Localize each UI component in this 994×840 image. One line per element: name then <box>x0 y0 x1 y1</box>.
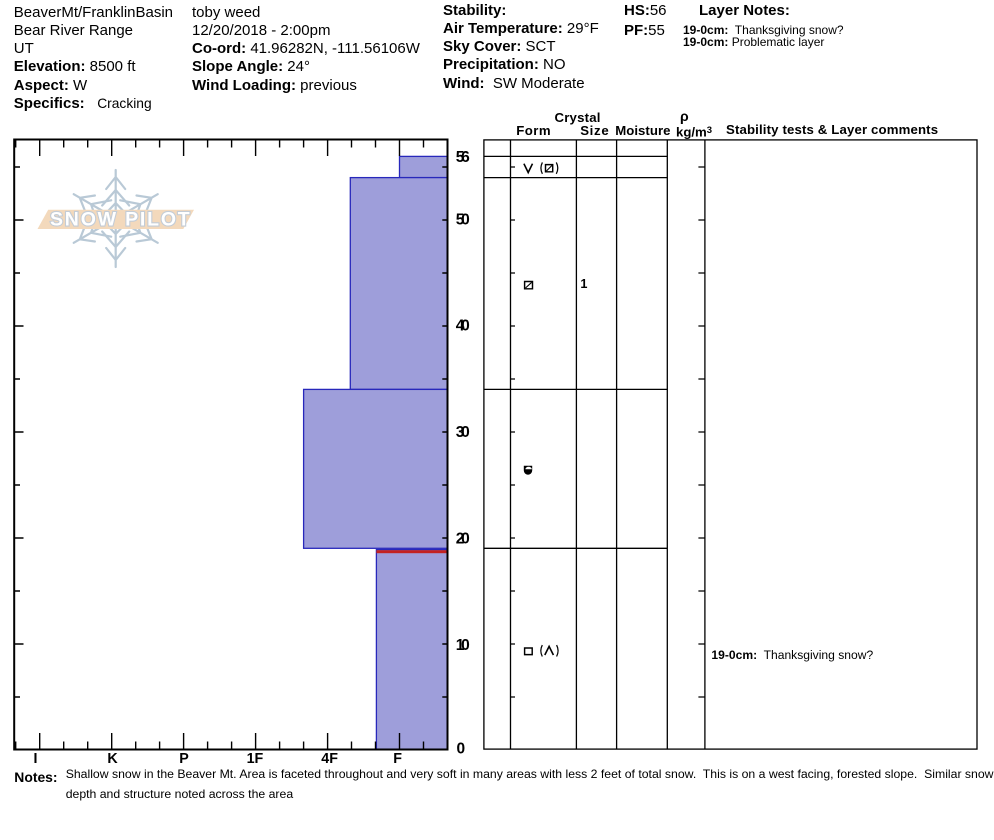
svg-text:0: 0 <box>457 741 466 758</box>
svg-text:30: 30 <box>456 424 470 441</box>
svg-text:10: 10 <box>456 637 470 654</box>
svg-text:50: 50 <box>456 211 470 228</box>
svg-text:40: 40 <box>456 318 470 335</box>
svg-text:SNOW PILOT: SNOW PILOT <box>50 209 192 231</box>
svg-text:20: 20 <box>456 531 470 548</box>
svg-text:56: 56 <box>456 149 470 166</box>
